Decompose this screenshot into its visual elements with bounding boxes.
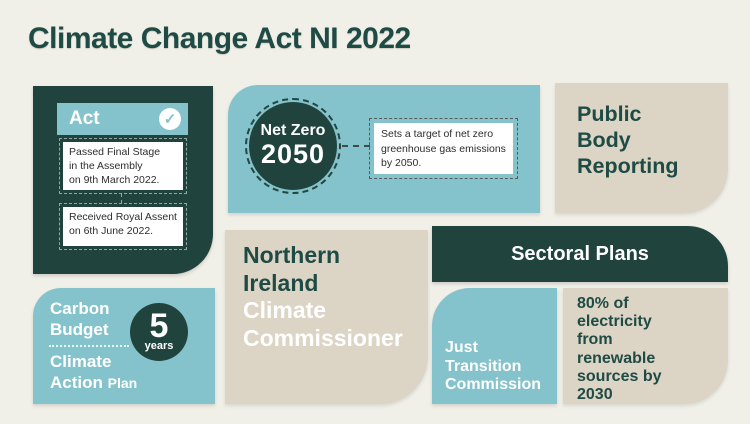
climate-commissioner-card: Northern Ireland Climate Commissioner [225,230,428,404]
act-header-label: Act [69,108,100,129]
net-zero-description-text: Sets a target of net zero greenhouse gas… [374,123,513,174]
sectoral-plans-label: Sectoral Plans [511,242,649,265]
act-panel: Act ✓ Passed Final Stage in the Assembly… [33,86,213,274]
net-zero-badge-title: Net Zero [260,122,326,140]
milestone-connector-line [121,194,122,203]
commissioner-label-dark: Northern Ireland [243,242,341,296]
carbon-divider-line [49,345,129,347]
act-milestone-text-1: Passed Final Stage in the Assembly on 9t… [63,142,183,190]
climate-action-label-small: Plan [107,374,138,391]
public-body-reporting-label: Public Body Reporting [577,102,679,178]
net-zero-panel: Net Zero 2050 Sets a target of net zero … [228,85,540,213]
sectoral-plans-banner: Sectoral Plans [432,226,728,282]
act-header: Act ✓ [57,103,188,135]
net-zero-badge-ring: Net Zero 2050 [245,98,341,194]
act-milestone-text-2: Received Royal Assent on 6th June 2022. [63,207,183,246]
act-milestone-box-1: Passed Final Stage in the Assembly on 9t… [59,138,187,194]
act-milestone-box-2: Received Royal Assent on 6th June 2022. [59,203,187,250]
just-transition-label: Just Transition Commission [445,338,542,394]
net-zero-badge: Net Zero 2050 [249,102,337,190]
climate-action-plan-label: Climate Action Plan [50,352,137,393]
net-zero-connector-line [342,145,370,147]
carbon-budget-label: Carbon Budget [50,299,110,339]
five-years-unit: years [144,340,174,353]
climate-action-label-main: Climate Action [50,352,112,392]
renewables-target-card: 80% of electricity from renewable source… [563,288,728,404]
renewables-target-label: 80% of electricity from renewable source… [577,295,662,404]
just-transition-card: Just Transition Commission [432,288,557,404]
page-title: Climate Change Act NI 2022 [28,22,411,55]
five-years-value: 5 [149,306,169,345]
commissioner-label-light: Climate Commissioner [243,297,403,351]
carbon-budget-card: Carbon Budget Climate Action Plan 5 year… [33,288,215,404]
public-body-reporting-card: Public Body Reporting [555,83,728,213]
check-icon: ✓ [159,108,181,130]
net-zero-description-box: Sets a target of net zero greenhouse gas… [369,118,518,179]
net-zero-badge-year: 2050 [260,138,326,169]
five-years-badge: 5 years [130,303,188,361]
